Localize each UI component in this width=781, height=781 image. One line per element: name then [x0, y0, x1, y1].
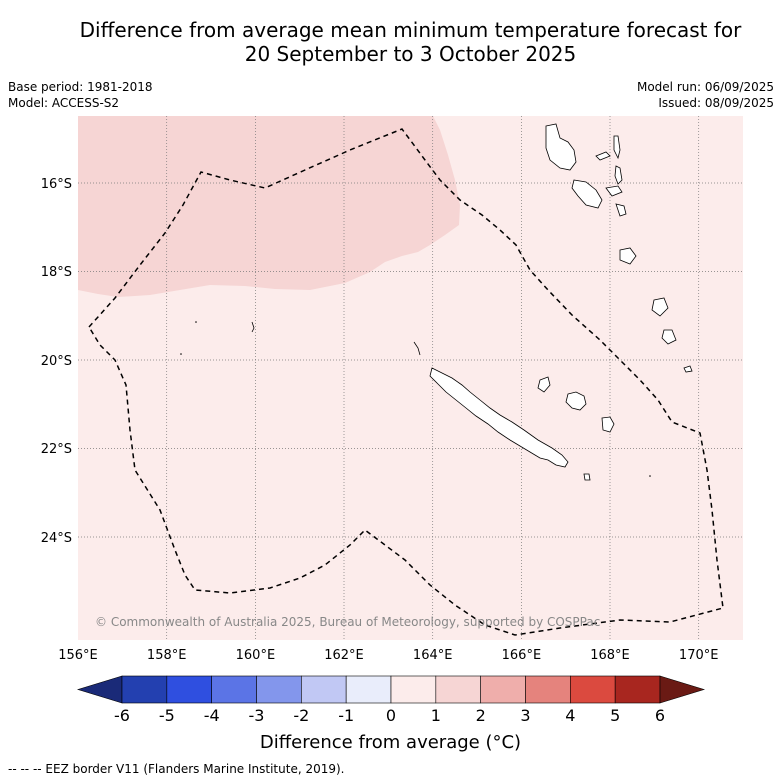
- lon-label: 162°E: [324, 648, 364, 663]
- ouvea-island: [537, 376, 551, 393]
- colorbar-tick-label: -2: [293, 706, 309, 725]
- meta-right: Model run: 06/09/2025 Issued: 08/09/2025: [637, 79, 774, 111]
- lon-label: 156°E: [58, 648, 98, 663]
- lon-label: 168°E: [590, 648, 630, 663]
- lat-label: 22°S: [41, 442, 72, 457]
- longitude-labels: 156°E 158°E 160°E 162°E 164°E 166°E 168°…: [58, 648, 718, 663]
- lon-label: 164°E: [413, 648, 453, 663]
- title-line-1: Difference from average mean minimum tem…: [79, 18, 742, 42]
- colorbar-segment: [301, 675, 347, 704]
- title-line-2: 20 September to 3 October 2025: [244, 42, 577, 66]
- belep-island: [413, 341, 421, 356]
- colorbar-segment: [435, 675, 481, 704]
- latitude-labels: 16°S 18°S 20°S 22°S 24°S: [41, 177, 72, 546]
- ambae-island: [595, 151, 611, 161]
- colorbar-segment: [211, 675, 257, 704]
- lon-label: 160°E: [236, 648, 276, 663]
- colorbar-tick-label: 5: [610, 706, 620, 725]
- malakula-island: [571, 179, 603, 209]
- new-caledonia-island: [429, 367, 569, 468]
- lat-label: 16°S: [41, 177, 72, 192]
- lifou-island: [565, 391, 587, 411]
- colorbar-tick-label: -5: [159, 706, 175, 725]
- copyright-text: © Commonwealth of Australia 2025, Bureau…: [95, 615, 600, 629]
- colorbar-tick-label: 6: [655, 706, 665, 725]
- maewo-island: [613, 135, 621, 160]
- ambrym-island: [605, 185, 623, 197]
- efate-island: [619, 247, 637, 265]
- tanna-island: [661, 329, 677, 345]
- colorbar-tick-label: 0: [386, 706, 396, 725]
- isle-of-pines: [583, 473, 591, 481]
- epi-island: [615, 203, 627, 217]
- colorbar-tick-label: -4: [204, 706, 220, 725]
- colorbar: [76, 675, 706, 704]
- colorbar-tick-label: -6: [114, 706, 130, 725]
- colorbar-segment: [121, 675, 168, 704]
- lat-label: 18°S: [41, 265, 72, 280]
- base-period-text: Base period: 1981-2018: [8, 80, 153, 94]
- chesterfield-islet-dot: [195, 321, 197, 323]
- model-text: Model: ACCESS-S2: [8, 96, 120, 110]
- eez-legend-note: -- -- -- EEZ border V11 (Flanders Marine…: [8, 762, 345, 776]
- gridlines: [78, 116, 743, 640]
- lon-label: 170°E: [679, 648, 719, 663]
- colorbar-tick-label: 1: [431, 706, 441, 725]
- colorbar-tick-label: 2: [476, 706, 486, 725]
- walpole-islet-dot: [649, 475, 651, 477]
- bellona-islet-dot: [180, 353, 182, 355]
- colorbar-tick-label: -1: [338, 706, 354, 725]
- lon-label: 166°E: [502, 648, 542, 663]
- lon-label: 158°E: [147, 648, 187, 663]
- espiritu-santo-island: [545, 123, 577, 171]
- warm-anomaly-region: [78, 116, 460, 297]
- colorbar-extend-high: [659, 675, 706, 704]
- colorbar-tick-label: 4: [565, 706, 575, 725]
- colorbar-tick-label: 3: [520, 706, 530, 725]
- colorbar-segment: [614, 675, 661, 704]
- map-title: Difference from average mean minimum tem…: [0, 18, 781, 66]
- colorbar-tick-label: -3: [249, 706, 265, 725]
- mare-island: [601, 416, 615, 433]
- meta-left: Base period: 1981-2018 Model: ACCESS-S2: [8, 79, 153, 111]
- colorbar-segment: [570, 675, 616, 704]
- colorbar-segment: [345, 675, 392, 704]
- colorbar-segment: [480, 675, 526, 704]
- colorbar-label: Difference from average (°C): [259, 732, 522, 753]
- aneityum-island: [683, 365, 693, 373]
- chesterfield-islets: [251, 321, 255, 333]
- colorbar-segment: [256, 675, 302, 704]
- issued-text: Issued: 08/09/2025: [658, 96, 774, 110]
- erromango-island: [651, 297, 669, 317]
- colorbar-segment: [166, 675, 212, 704]
- lat-label: 24°S: [41, 531, 72, 546]
- colorbar-extend-low: [76, 675, 123, 704]
- colorbar-ticks: -6 -5 -4 -3 -2 -1 0 1 2 3 4 5 6: [114, 706, 665, 725]
- lat-label: 20°S: [41, 354, 72, 369]
- colorbar-segment: [525, 675, 571, 704]
- pentecost-island: [614, 165, 623, 185]
- colorbar-segment: [390, 675, 437, 704]
- model-run-text: Model run: 06/09/2025: [636, 80, 774, 94]
